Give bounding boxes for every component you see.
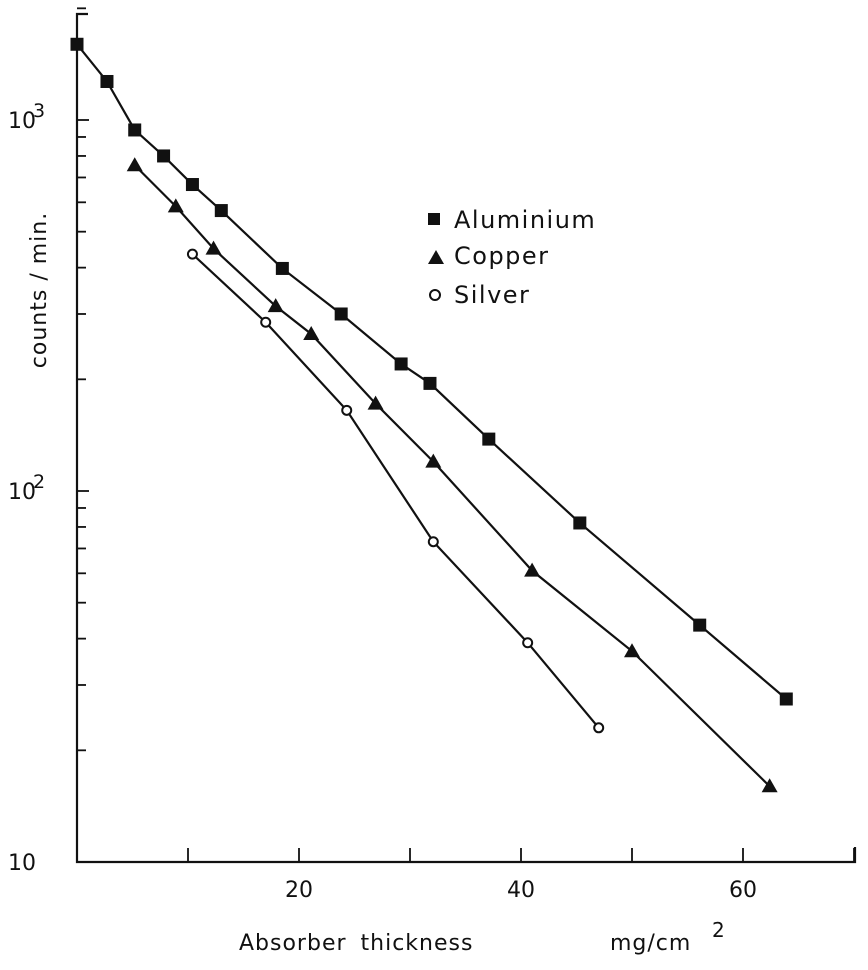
x-axis-title: Absorber thickness xyxy=(239,931,473,956)
data-point-aluminium xyxy=(334,307,348,321)
data-point-aluminium xyxy=(157,149,171,163)
legend-circle-marker-icon xyxy=(429,289,441,301)
data-point-silver xyxy=(522,637,534,649)
data-point-copper xyxy=(425,453,442,468)
y-tick-label: 10 xyxy=(8,109,36,134)
legend-item-copper: Copper xyxy=(428,242,550,270)
data-point-copper xyxy=(126,157,143,172)
data-point-aluminium xyxy=(275,261,289,275)
series-line-copper xyxy=(133,164,771,788)
series-silver xyxy=(186,248,605,734)
data-point-aluminium xyxy=(128,123,142,137)
series-line-aluminium xyxy=(76,43,788,700)
data-point-aluminium xyxy=(573,516,587,530)
data-point-aluminium xyxy=(214,204,228,218)
data-point-aluminium xyxy=(423,376,437,390)
data-point-copper xyxy=(761,778,778,793)
legend-triangle-marker-icon xyxy=(428,250,444,264)
x-axis-unit-exponent: 2 xyxy=(712,918,726,942)
data-point-silver xyxy=(427,536,439,548)
data-point-silver xyxy=(341,404,353,416)
x-axis-unit: mg/cm 2 xyxy=(610,918,726,956)
data-point-aluminium xyxy=(394,357,408,371)
axes xyxy=(75,12,857,864)
y-tick-label-exponent: 2 xyxy=(33,471,45,493)
y-axis-title: counts / min. xyxy=(27,212,52,368)
legend-label-copper: Copper xyxy=(454,242,550,270)
series-copper xyxy=(126,157,778,793)
x-tick-label: 60 xyxy=(729,878,757,903)
data-point-silver xyxy=(260,316,272,328)
data-point-silver xyxy=(593,722,605,734)
data-point-aluminium xyxy=(693,618,707,632)
x-tick-label: 20 xyxy=(285,878,313,903)
data-point-aluminium xyxy=(779,692,793,706)
data-point-copper xyxy=(367,395,384,410)
axis-frame xyxy=(75,12,857,864)
data-point-copper xyxy=(624,643,640,658)
data-point-copper xyxy=(205,240,222,255)
legend-label-aluminium: Aluminium xyxy=(454,206,596,234)
legend: Aluminium Copper Silver xyxy=(428,206,596,309)
legend-square-marker-icon xyxy=(428,213,440,225)
data-point-copper xyxy=(267,298,284,313)
x-axis-unit-label: mg/cm xyxy=(610,931,691,956)
data-point-copper xyxy=(303,325,320,340)
series-aluminium xyxy=(70,37,793,706)
data-point-aluminium xyxy=(70,37,84,51)
data-point-silver xyxy=(186,248,198,260)
y-tick-label-exponent: 3 xyxy=(33,100,45,122)
data-point-aluminium xyxy=(482,432,496,446)
series-line-silver xyxy=(191,253,600,729)
y-tick-label: 10 xyxy=(8,480,36,505)
x-tick-label: 40 xyxy=(507,878,535,903)
legend-item-aluminium: Aluminium xyxy=(428,206,596,234)
data-point-copper xyxy=(524,562,541,577)
legend-item-silver: Silver xyxy=(429,281,530,309)
series-layer xyxy=(70,37,793,793)
ticks xyxy=(77,7,855,863)
data-point-aluminium xyxy=(100,74,114,88)
data-point-copper xyxy=(167,198,184,213)
y-tick-label: 10 xyxy=(8,851,36,876)
data-point-aluminium xyxy=(185,178,199,192)
legend-label-silver: Silver xyxy=(454,281,530,309)
